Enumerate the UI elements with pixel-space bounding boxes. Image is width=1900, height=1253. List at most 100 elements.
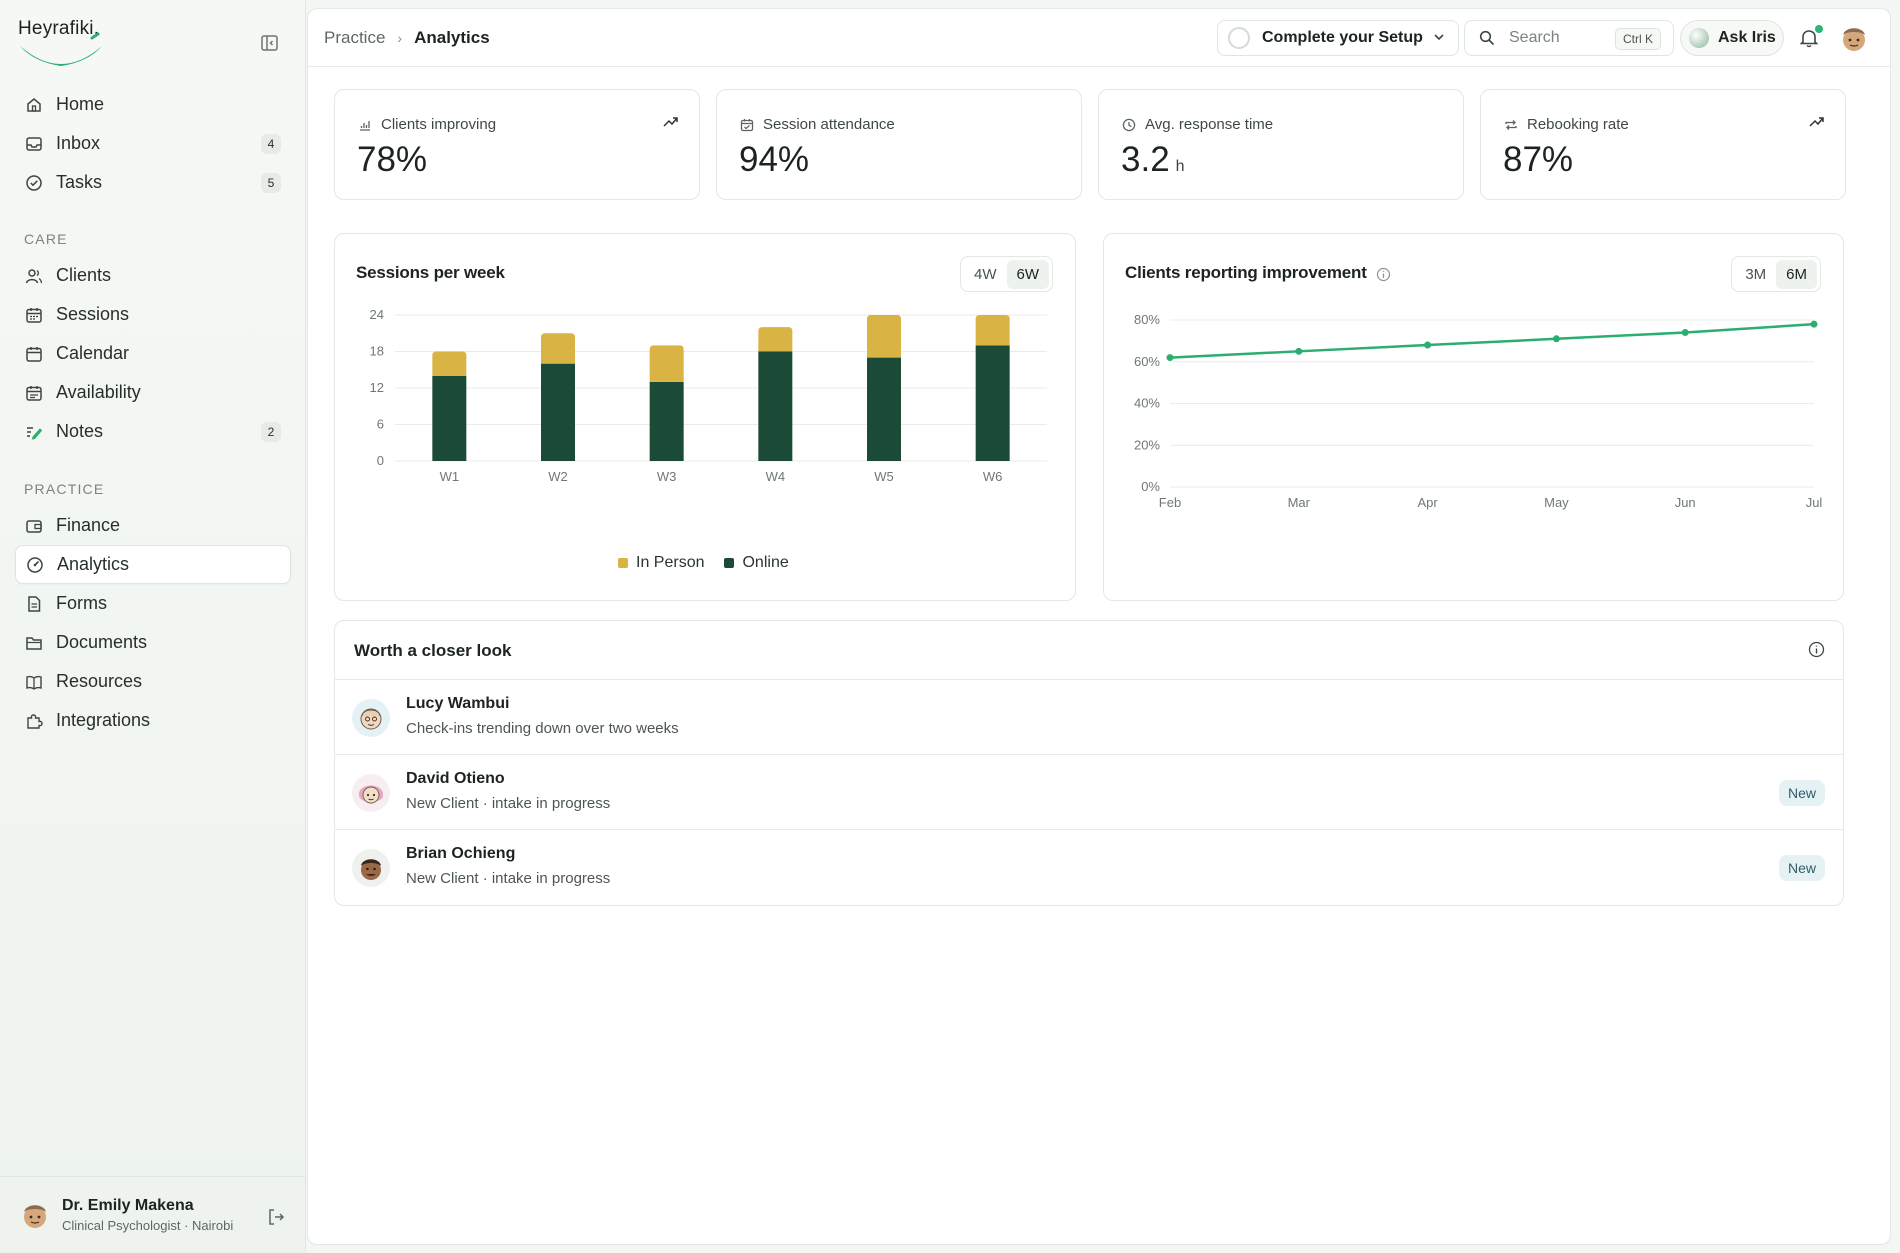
count-badge: 5 <box>261 172 281 193</box>
range-option-3m[interactable]: 3M <box>1745 265 1767 283</box>
sidebar-item-inbox[interactable]: Inbox 4 <box>15 124 291 163</box>
list-item[interactable]: Brian Ochieng New Client · intake in pro… <box>335 830 1843 905</box>
clients-improvement-card: Clients reporting improvement 3M 6M 0% 20… <box>1103 233 1844 601</box>
data-point[interactable] <box>1681 329 1689 337</box>
logout-icon[interactable] <box>266 1207 286 1227</box>
repeat-icon <box>1503 117 1519 133</box>
search-input[interactable]: Search Ctrl K <box>1464 20 1674 56</box>
sidebar-item-tasks[interactable]: Tasks 5 <box>15 163 291 202</box>
trend-up-icon <box>1809 117 1824 127</box>
bar-in-person[interactable] <box>432 351 467 376</box>
ask-iris-button[interactable]: Ask Iris <box>1680 20 1784 56</box>
user-profile[interactable]: Dr. Emily Makena Clinical Psychologist ·… <box>0 1176 306 1253</box>
stat-unit: h <box>1175 158 1185 175</box>
x-tick-label: W2 <box>548 469 568 484</box>
info-icon[interactable] <box>1808 641 1825 658</box>
stat-card-avg-response-time: Avg. response time 3.2 h <box>1098 89 1464 200</box>
sidebar-item-forms[interactable]: Forms <box>15 584 291 623</box>
bar-in-person[interactable] <box>649 345 684 382</box>
sidebar-item-home[interactable]: Home <box>15 85 291 124</box>
sidebar-item-label: Analytics <box>57 554 130 574</box>
data-point[interactable] <box>1552 335 1560 343</box>
data-point[interactable] <box>1295 347 1303 355</box>
legend-swatch <box>724 558 735 568</box>
ask-iris-label: Ask Iris <box>1718 29 1776 46</box>
legend-item-online: Online <box>724 554 789 572</box>
bar-in-person[interactable] <box>975 315 1010 346</box>
range-toggle: 3M 6M <box>1731 256 1821 292</box>
bar-in-person[interactable] <box>541 333 575 364</box>
sidebar-item-calendar[interactable]: Calendar <box>15 334 291 373</box>
bar-online[interactable] <box>649 381 684 461</box>
data-point[interactable] <box>1166 354 1174 362</box>
sidebar-item-clients[interactable]: Clients <box>15 256 291 295</box>
y-tick-label: 18 <box>370 344 384 359</box>
sidebar-item-analytics[interactable]: Analytics <box>15 545 291 584</box>
new-badge: New <box>1778 855 1825 881</box>
x-tick-label: Apr <box>1417 495 1438 510</box>
legend-label: Online <box>742 554 789 571</box>
info-icon[interactable] <box>1376 267 1391 282</box>
sidebar-item-integrations[interactable]: Integrations <box>15 701 291 740</box>
bar-in-person[interactable] <box>867 315 901 358</box>
x-tick-label: Feb <box>1159 495 1181 510</box>
bell-icon[interactable] <box>1798 27 1820 49</box>
x-tick-label: W4 <box>766 469 786 484</box>
puzzle-icon <box>25 712 43 730</box>
stat-label: Clients improving <box>381 116 497 133</box>
data-point[interactable] <box>1424 341 1432 349</box>
bar-in-person[interactable] <box>758 327 793 352</box>
sidebar-item-documents[interactable]: Documents <box>15 623 291 662</box>
sidebar-item-label: Sessions <box>56 304 130 324</box>
chart-title: Clients reporting improvement <box>1125 263 1367 282</box>
bar-online[interactable] <box>541 363 575 461</box>
bar-online[interactable] <box>975 345 1010 461</box>
x-tick-label: W5 <box>874 469 894 484</box>
range-option-6w[interactable]: 6W <box>1006 259 1049 289</box>
calendar-icon <box>25 384 43 402</box>
gauge-icon <box>26 556 44 574</box>
sidebar-item-sessions[interactable]: Sessions <box>15 295 291 334</box>
check-circle-icon <box>25 174 43 192</box>
sidebar-item-label: Forms <box>56 593 107 613</box>
stat-label: Rebooking rate <box>1527 116 1629 133</box>
stat-label: Avg. response time <box>1145 116 1274 133</box>
collapse-sidebar-icon[interactable] <box>260 33 280 53</box>
x-tick-label: W6 <box>983 469 1003 484</box>
list-item[interactable]: David Otieno New Client · intake in prog… <box>335 755 1843 830</box>
closer-look-panel: Worth a closer look Lucy Wambui Check-in… <box>334 620 1844 906</box>
sidebar-item-resources[interactable]: Resources <box>15 662 291 701</box>
clock-icon <box>1121 117 1137 133</box>
brand-logo[interactable]: Heyrafiki. <box>18 18 106 70</box>
data-point[interactable] <box>1810 320 1818 328</box>
bar-online[interactable] <box>867 357 901 461</box>
main-nav: Home Inbox 4 Tasks 5 <box>15 85 291 202</box>
sidebar-item-label: Integrations <box>56 710 151 730</box>
y-tick-label: 60% <box>1134 354 1160 369</box>
stat-value: 78% <box>357 140 428 179</box>
stat-card-clients-improving: Clients improving 78% <box>334 89 700 200</box>
breadcrumb-practice[interactable]: Practice <box>324 28 386 47</box>
range-option-4w[interactable]: 4W <box>974 265 997 283</box>
sidebar-item-notes[interactable]: Notes 2 <box>15 412 291 451</box>
list-item[interactable]: Lucy Wambui Check-ins trending down over… <box>335 680 1843 755</box>
main-panel: Practice › Analytics Complete your Setup… <box>307 8 1891 1245</box>
brand-name: Heyrafiki. <box>18 18 100 39</box>
sidebar-item-availability[interactable]: Availability <box>15 373 291 412</box>
sidebar-item-label: Notes <box>56 421 104 441</box>
avatar <box>352 849 390 887</box>
sidebar-item-label: Resources <box>56 671 143 691</box>
sidebar-item-label: Tasks <box>56 172 103 192</box>
range-option-6m[interactable]: 6M <box>1776 259 1817 289</box>
bar-online[interactable] <box>432 375 467 461</box>
notification-dot <box>1815 25 1823 33</box>
improvement-line-chart: 0% 20% 40% 60% 80% Feb Mar Apr May Jun Jul <box>1134 312 1822 510</box>
sidebar-item-finance[interactable]: Finance <box>15 506 291 545</box>
bar-online[interactable] <box>758 351 793 462</box>
range-toggle: 4W 6W <box>960 256 1053 292</box>
calendar-check-icon <box>739 117 755 133</box>
complete-setup-dropdown[interactable]: Complete your Setup <box>1217 20 1459 56</box>
client-name: Brian Ochieng <box>406 845 516 862</box>
users-icon <box>25 267 43 285</box>
avatar[interactable] <box>1839 23 1869 53</box>
